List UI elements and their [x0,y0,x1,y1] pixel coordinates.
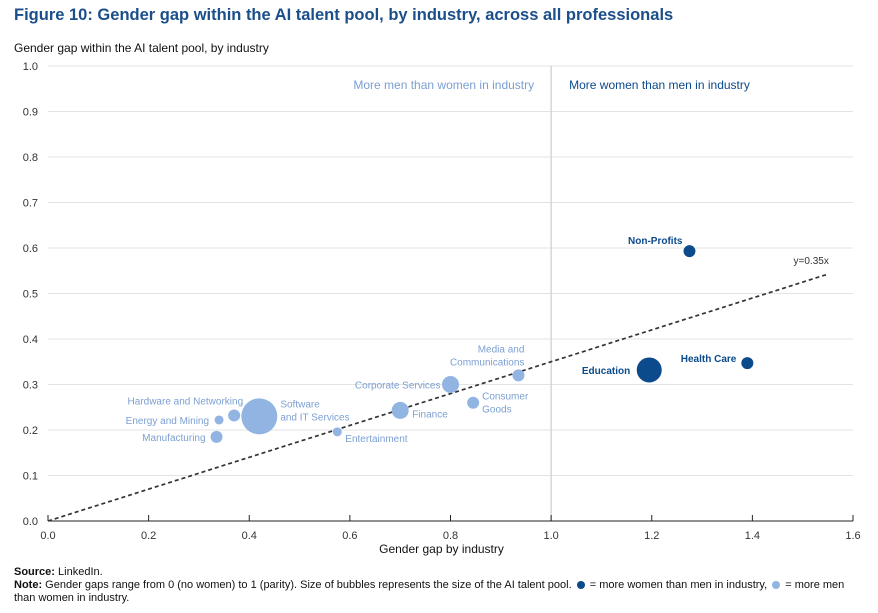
x-tick-label: 0.0 [40,530,55,542]
scatter-chart: 0.0 0.1 0.2 0.3 0.4 0.5 0.6 0.7 0.8 0.9 1.0 More me… [23,61,861,556]
bubble-label: Non-Profits [628,236,683,247]
x-axis-title: Gender gap by industry [379,542,504,556]
bubble-label: Corporate Services [355,381,441,392]
bubble [391,401,409,419]
bubble [332,427,342,437]
y-tick-label: 0.1 [23,471,38,483]
bubble [228,409,241,422]
figure-title: Figure 10: Gender gap within the AI tale… [14,6,674,24]
bubble-label: Entertainment [345,434,407,445]
bubble-label: Energy and Mining [126,416,209,427]
bubble [467,396,480,409]
dark-dot-icon [576,581,585,590]
y-tick-label: 0.6 [23,243,38,255]
bubble-label: Manufacturing [142,433,205,444]
y-tick-label: 0.9 [23,107,38,119]
bubble-label: Software and IT Services [280,399,349,423]
bubble-label: Finance [412,409,448,420]
bubble [636,357,662,383]
bubble [512,369,525,382]
y-tick-label: 0.2 [23,425,38,437]
bubble [442,376,459,393]
x-tick-label: 1.0 [543,530,558,542]
bubble-label: Education [582,366,630,377]
region-label-left: More men than women in industry [353,78,534,92]
note-text-1: Gender gaps range from 0 (no women) to 1… [42,579,575,591]
bubble [214,415,224,425]
source-text: LinkedIn. [54,566,103,578]
y-tick-label: 0.5 [23,289,38,301]
note-text-2: = more women than men in industry, [586,579,771,591]
y-tick-label: 0.0 [23,516,38,528]
note-line: Note: Gender gaps range from 0 (no women… [14,579,864,605]
light-dot-icon [772,581,781,590]
y-tick-label: 0.7 [23,198,38,210]
note-text-3: = more men than women in industry. [14,579,845,604]
source-line: Source: LinkedIn. [14,566,103,579]
bubble-label: Hardware and Networking [128,396,244,407]
bubble-label: Media and Communications [450,344,524,368]
x-tick-label: 0.6 [342,530,357,542]
x-tick-label: 0.8 [443,530,458,542]
y-tick-label: 0.3 [23,380,38,392]
bubble-label: Health Care [681,354,737,365]
bubble-label: Consumer Goods [482,392,529,416]
y-tick-label: 1.0 [23,61,38,73]
bubble [210,430,223,443]
source-label: Source: [14,566,55,578]
bubble [683,245,696,258]
y-tick-label: 0.8 [23,152,38,164]
x-tick-label: 0.4 [242,530,257,542]
chart-title: Gender gap within the AI talent pool, by… [14,41,269,55]
x-tick-label: 1.2 [644,530,659,542]
trendline-label: y=0.35x [794,256,829,267]
bubble [741,357,754,370]
region-label-right: More women than men in industry [569,78,750,92]
trendline [47,273,829,522]
x-tick-label: 1.4 [745,530,760,542]
y-tick-label: 0.4 [23,334,38,346]
x-tick-label: 0.2 [141,530,156,542]
bubble [241,398,278,435]
x-tick-label: 1.6 [845,530,860,542]
note-label: Note: [14,579,43,591]
